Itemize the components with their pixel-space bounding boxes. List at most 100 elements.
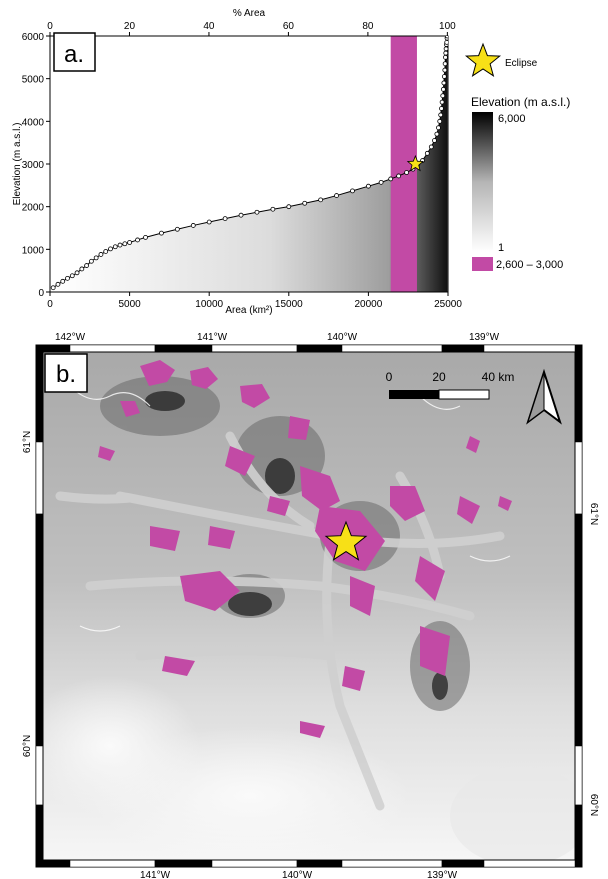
curve-point: [334, 193, 339, 198]
curve-point: [69, 273, 75, 279]
highlight-band-swatch: [472, 257, 493, 271]
eclipse-legend-star-icon: [464, 42, 502, 77]
elevation-colorbar: [472, 112, 493, 252]
curve-point: [396, 173, 402, 179]
curve-point: [443, 54, 448, 60]
curve-point: [254, 209, 260, 215]
right-lat-label: 60°N: [588, 794, 599, 816]
curve-point: [122, 241, 128, 247]
border-segment: [483, 859, 583, 868]
left-lat-label: 60°N: [22, 735, 33, 757]
top-tick-label: 0: [47, 21, 53, 32]
top-lon-label: 142°W: [55, 332, 86, 343]
border-segment: [574, 513, 583, 747]
curve-point: [437, 118, 443, 124]
border-segment: [69, 859, 156, 868]
curve-point: [238, 212, 244, 218]
border-segment: [441, 859, 485, 868]
curve-point: [443, 50, 448, 56]
y-tick-label: 0: [38, 288, 44, 299]
border-segment: [154, 859, 213, 868]
border-segment: [441, 344, 485, 353]
x-tick-label: 25000: [434, 299, 462, 310]
y-axis-title: Elevation (m a.s.l.): [12, 123, 23, 206]
eclipse-chart-star-icon: [406, 154, 425, 172]
top-tick-label: 60: [283, 21, 295, 32]
curve-point: [434, 131, 440, 137]
border-segment: [35, 441, 44, 515]
curve-point: [444, 36, 448, 39]
y-tick-label: 4000: [22, 117, 45, 128]
top-lon-label: 140°W: [327, 332, 358, 343]
curve-point: [378, 179, 384, 185]
left-lat-label: 61°N: [22, 431, 33, 453]
legend: Eclipse Elevation (m a.s.l.) 6,000 1 2,6…: [464, 42, 570, 271]
curve-point: [318, 197, 324, 203]
left-latitude-labels: 61°N 60°N: [22, 431, 33, 757]
x-axis-ticks: 0 5000 10000 15000 20000 25000: [47, 292, 462, 310]
curve-point: [438, 112, 444, 118]
curve-point: [443, 46, 448, 52]
border-segment: [35, 344, 44, 443]
map-inner-frame: [42, 351, 576, 861]
highlight-band-label: 2,600 – 3,000: [496, 259, 563, 271]
top-lon-label: 139°W: [469, 332, 500, 343]
border-segment: [574, 804, 583, 868]
top-longitude-labels: 142°W 141°W 140°W 139°W: [55, 332, 500, 343]
y-tick-label: 5000: [22, 75, 45, 86]
x-tick-label: 15000: [275, 299, 303, 310]
curve-point: [143, 234, 148, 240]
colorbar-min-label: 1: [498, 242, 504, 254]
curve-point: [103, 249, 109, 254]
y-tick-label: 2000: [22, 203, 45, 214]
curve-point: [350, 188, 355, 194]
curve-point: [174, 226, 180, 232]
right-lat-label: 61°N: [588, 503, 599, 525]
top-tick-label: 40: [203, 21, 215, 32]
border-segment: [341, 344, 443, 353]
panel-a-label: a.: [64, 41, 84, 68]
bottom-lon-label: 139°W: [427, 870, 458, 879]
border-segment: [574, 344, 583, 443]
x-tick-label: 5000: [118, 299, 141, 310]
x-tick-label: 20000: [354, 299, 382, 310]
curve-point: [302, 200, 308, 206]
curve-point: [55, 281, 61, 287]
curve-point: [117, 242, 123, 248]
colorbar-max-label: 6,000: [498, 113, 526, 125]
y-axis-ticks: 0 1000 2000 3000 4000 5000 6000: [22, 32, 50, 299]
scalebar-label-0: 0: [386, 370, 393, 384]
curve-point: [439, 106, 444, 111]
border-segment: [296, 344, 343, 353]
border-segment: [341, 859, 443, 868]
elevation-map: [43, 352, 575, 860]
x-tick-label: 0: [47, 299, 53, 310]
y-tick-label: 3000: [22, 160, 45, 171]
border-segment: [35, 513, 44, 747]
hypsometry-area-fill: [53, 36, 448, 292]
curve-point: [79, 266, 85, 272]
eclipse-legend-label: Eclipse: [505, 58, 538, 69]
elevation-band-highlight: [98, 360, 512, 738]
curve-point: [65, 275, 70, 281]
curve-point: [88, 258, 94, 264]
top-tick-label: 100: [439, 21, 456, 32]
border-segment: [483, 344, 583, 353]
curve-point: [190, 223, 196, 228]
curve-point: [428, 144, 434, 150]
eclipse-map-star-icon: [324, 520, 368, 561]
curve-point: [60, 278, 66, 284]
scalebar-label-20: 20: [432, 370, 446, 384]
curve-point: [424, 150, 430, 156]
curve-point: [441, 80, 447, 86]
bottom-longitude-labels: 141°W 140°W 139°W: [140, 870, 458, 879]
border-segment: [211, 859, 298, 868]
curve-point: [365, 183, 371, 189]
top-tick-label: 20: [124, 21, 136, 32]
curve-point: [442, 61, 448, 67]
border-segment: [296, 859, 343, 868]
top-axis-ticks: 0 20 40 60 80 100: [47, 21, 456, 36]
curve-point: [206, 219, 212, 225]
curve-point: [93, 255, 99, 261]
y-tick-label: 6000: [22, 32, 45, 43]
